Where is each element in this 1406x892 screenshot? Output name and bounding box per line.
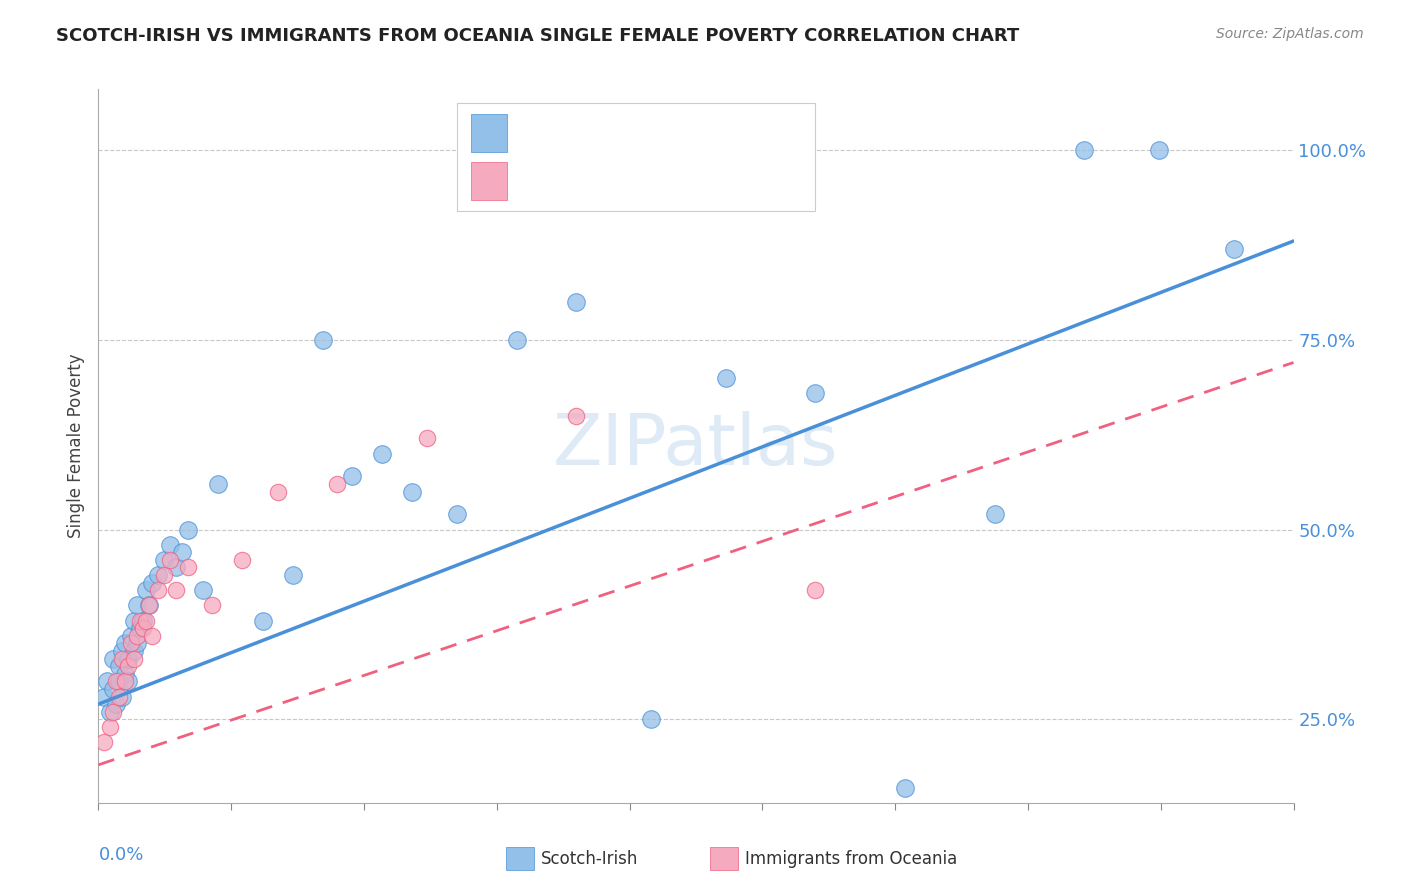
Point	[120, 636, 142, 650]
Point	[103, 651, 125, 665]
Point	[148, 583, 170, 598]
Point	[894, 780, 917, 795]
Point	[93, 735, 115, 749]
Point	[138, 599, 160, 613]
Text: Immigrants from Oceania: Immigrants from Oceania	[745, 850, 957, 868]
Point	[117, 651, 139, 665]
Point	[165, 583, 187, 598]
Point	[117, 659, 139, 673]
Point	[201, 599, 224, 613]
Point	[371, 447, 394, 461]
Point	[96, 674, 118, 689]
Point	[207, 477, 229, 491]
Point	[159, 538, 181, 552]
Point	[127, 599, 149, 613]
Point	[141, 629, 163, 643]
Point	[111, 690, 134, 704]
Point	[124, 614, 146, 628]
Point	[124, 644, 146, 658]
Point	[565, 409, 588, 423]
Point	[111, 644, 134, 658]
Point	[804, 385, 827, 400]
Point	[135, 614, 157, 628]
Point	[1223, 242, 1246, 256]
Text: SCOTCH-IRISH VS IMMIGRANTS FROM OCEANIA SINGLE FEMALE POVERTY CORRELATION CHART: SCOTCH-IRISH VS IMMIGRANTS FROM OCEANIA …	[56, 27, 1019, 45]
Y-axis label: Single Female Poverty: Single Female Poverty	[66, 354, 84, 538]
Point	[252, 614, 274, 628]
Point	[148, 568, 170, 582]
Point	[1147, 143, 1170, 157]
Point	[172, 545, 194, 559]
Point	[565, 294, 588, 309]
Point	[153, 553, 176, 567]
Point	[108, 659, 131, 673]
Point	[129, 614, 152, 628]
Point	[129, 621, 152, 635]
Text: 0.0%: 0.0%	[98, 846, 143, 863]
Point	[103, 681, 125, 696]
Point	[311, 333, 333, 347]
Point	[267, 484, 290, 499]
Point	[714, 370, 737, 384]
Point	[98, 705, 122, 719]
Text: ZIPatlas: ZIPatlas	[553, 411, 839, 481]
Point	[640, 712, 662, 726]
Point	[138, 599, 160, 613]
Point	[1073, 143, 1095, 157]
Point	[135, 583, 157, 598]
Point	[105, 697, 128, 711]
Point	[281, 568, 304, 582]
Point	[98, 720, 122, 734]
Point	[804, 583, 827, 598]
Point	[117, 674, 139, 689]
Text: Scotch-Irish: Scotch-Irish	[541, 850, 638, 868]
Point	[114, 666, 136, 681]
Point	[141, 575, 163, 590]
Point	[132, 621, 155, 635]
Point	[127, 636, 149, 650]
Point	[108, 690, 131, 704]
Point	[159, 553, 181, 567]
Point	[124, 651, 146, 665]
Point	[93, 690, 115, 704]
Point	[114, 674, 136, 689]
Point	[446, 508, 468, 522]
Point	[231, 553, 253, 567]
Point	[153, 568, 176, 582]
Point	[165, 560, 187, 574]
Point	[127, 629, 149, 643]
Point	[114, 636, 136, 650]
Point	[983, 508, 1005, 522]
Point	[111, 651, 134, 665]
Point	[326, 477, 349, 491]
Point	[120, 629, 142, 643]
Point	[132, 614, 155, 628]
Point	[105, 674, 128, 689]
Point	[401, 484, 423, 499]
Text: Source: ZipAtlas.com: Source: ZipAtlas.com	[1216, 27, 1364, 41]
Point	[103, 705, 125, 719]
Point	[342, 469, 364, 483]
Point	[177, 560, 200, 574]
Point	[506, 333, 529, 347]
Point	[191, 583, 214, 598]
Point	[108, 674, 131, 689]
Point	[177, 523, 200, 537]
Point	[416, 431, 439, 445]
